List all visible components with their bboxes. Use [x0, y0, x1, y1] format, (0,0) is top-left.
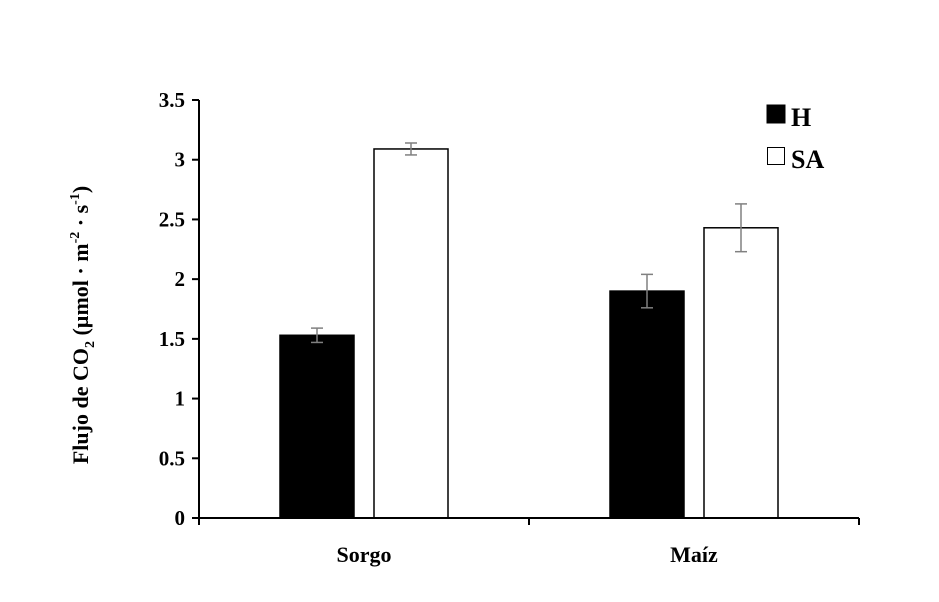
y-tick-label: 1	[175, 387, 186, 411]
bar-h-0	[279, 334, 355, 519]
y-axis-label: Flujo de CO2 (µmol · m-2 · s-1)	[68, 186, 98, 464]
legend-swatch-sa	[767, 147, 785, 165]
x-axis-category-labels: Sorgo Maíz	[337, 542, 719, 567]
y-tick-label: 2.5	[159, 207, 185, 231]
y-tick-label: 2	[175, 267, 186, 291]
y-tick-label: 0.5	[159, 446, 185, 470]
bar-sa-1	[703, 227, 779, 519]
y-tick-label: 3.5	[159, 88, 185, 112]
x-category-label: Sorgo	[337, 542, 392, 567]
legend-swatch-h	[766, 104, 786, 124]
y-tick-label: 1.5	[159, 327, 185, 351]
y-tick-label: 0	[175, 506, 186, 530]
x-category-label: Maíz	[670, 542, 718, 567]
legend-label-h: H	[791, 103, 811, 132]
bars	[279, 142, 779, 519]
legend: H SA	[766, 103, 824, 174]
legend-label-sa: SA	[791, 145, 824, 174]
y-tick-label: 3	[175, 148, 186, 172]
axes	[198, 100, 860, 525]
bar-h-1	[609, 290, 685, 519]
bar-sa-0	[373, 148, 449, 519]
y-axis-ticks: 0 0.5 1 1.5 2 2.5 3 3.5	[159, 88, 199, 530]
